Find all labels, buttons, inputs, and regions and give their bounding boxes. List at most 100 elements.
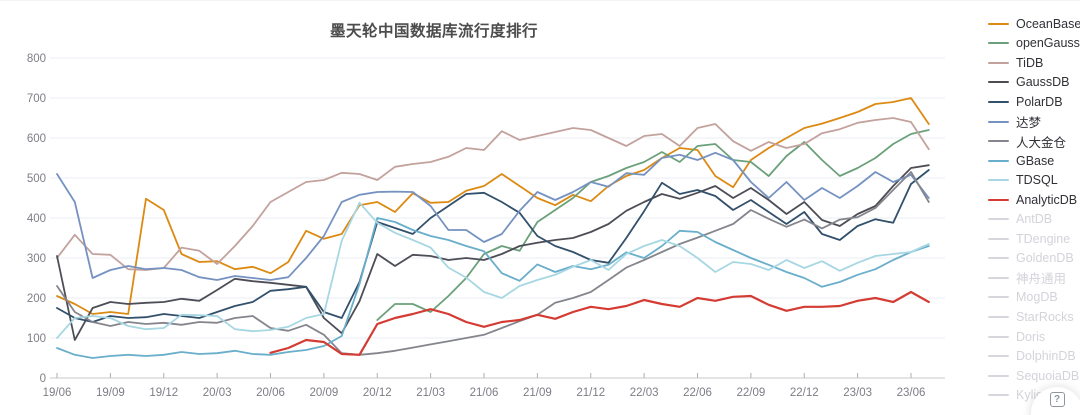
x-tick-label: 21/12 xyxy=(576,387,605,399)
legend-label: MogDB xyxy=(1016,290,1058,305)
legend-item-DolphinDB[interactable]: DolphinDB xyxy=(988,346,1080,366)
legend-item-OceanBase[interactable]: OceanBase xyxy=(988,14,1080,34)
y-tick-label: 500 xyxy=(27,173,46,185)
x-tick-label: 19/06 xyxy=(43,387,72,399)
legend-item-TDSQL[interactable]: TDSQL xyxy=(988,170,1080,190)
legend-item-GBase[interactable]: GBase xyxy=(988,151,1080,171)
series-line-GaussDB xyxy=(56,164,930,341)
legend-line-swatch-icon xyxy=(988,61,1009,64)
chart-legend: OceanBase openGauss TiDB GaussDB PolarDB 达梦人大… xyxy=(988,14,1080,405)
legend-label: Doris xyxy=(1016,329,1046,344)
y-tick-label: 800 xyxy=(27,53,46,65)
legend-item-TDengine[interactable]: TDengine xyxy=(988,229,1080,249)
x-tick-label: 22/06 xyxy=(683,387,712,399)
legend-line-swatch-icon xyxy=(988,179,1009,182)
series-line-达梦 xyxy=(56,151,930,281)
legend-item-TiDB[interactable]: TiDB xyxy=(988,53,1080,73)
legend-label: PolarDB xyxy=(1016,94,1063,109)
legend-line-swatch-icon xyxy=(988,315,1009,318)
x-axis: 19/06 19/09 19/12 20/03 20/06 20/09 20/12 21/03… xyxy=(43,373,945,399)
y-tick-label: 400 xyxy=(27,213,46,225)
legend-line-swatch-icon xyxy=(988,218,1009,221)
x-tick-label: 23/03 xyxy=(843,387,872,399)
x-tick-label: 21/03 xyxy=(416,387,445,399)
x-tick-label: 20/06 xyxy=(256,387,285,399)
legend-label: AntDB xyxy=(1016,212,1053,227)
legend-item-openGauss[interactable]: openGauss xyxy=(988,34,1080,54)
series-line-人大金仓 xyxy=(56,171,930,356)
series-line-AnalyticDB xyxy=(269,290,930,356)
question-icon: ? xyxy=(1049,392,1065,407)
legend-line-swatch-icon xyxy=(988,81,1009,84)
x-tick-label: 19/12 xyxy=(149,387,178,399)
legend-item-达梦[interactable]: 达梦 xyxy=(988,112,1080,132)
legend-label: AnalyticDB xyxy=(1016,192,1078,207)
series-line-openGauss xyxy=(376,129,930,321)
legend-line-swatch-icon xyxy=(988,257,1009,260)
legend-label: GoldenDB xyxy=(1016,251,1074,266)
legend-line-swatch-icon xyxy=(988,198,1009,201)
legend-line-swatch-icon xyxy=(988,276,1009,279)
legend-line-swatch-icon xyxy=(988,296,1009,299)
x-tick-label: 23/06 xyxy=(897,387,926,399)
legend-label: 人大金仓 xyxy=(1016,135,1067,150)
legend-item-StarRocks[interactable]: StarRocks xyxy=(988,307,1080,327)
legend-label: TiDB xyxy=(1016,55,1044,70)
help-button[interactable]: ? xyxy=(1031,387,1080,415)
legend-label: GBase xyxy=(1016,153,1055,168)
popularity-line-chart: 0 100 200 300 400 500 600 700 800 19/06 19/09 19/12… xyxy=(27,53,945,399)
legend-item-SequoiaDB[interactable]: SequoiaDB xyxy=(988,366,1080,386)
series-line-TDSQL xyxy=(56,201,930,339)
legend-line-swatch-icon xyxy=(988,120,1009,123)
legend-line-swatch-icon xyxy=(988,100,1009,103)
chart-title: 墨天轮中国数据库流行度排行 xyxy=(329,23,538,40)
legend-item-Doris[interactable]: Doris xyxy=(988,327,1080,347)
legend-item-神舟通用[interactable]: 神舟通用 xyxy=(988,268,1080,288)
legend-label: 达梦 xyxy=(1016,116,1042,130)
legend-label: DolphinDB xyxy=(1016,349,1076,364)
series-lines xyxy=(56,97,930,359)
legend-line-swatch-icon xyxy=(988,140,1009,143)
legend-item-PolarDB[interactable]: PolarDB xyxy=(988,92,1080,112)
series-line-PolarDB xyxy=(56,169,930,323)
legend-line-swatch-icon xyxy=(988,394,1009,397)
legend-label: TDengine xyxy=(1016,231,1071,246)
legend-label: 神舟通用 xyxy=(1016,272,1067,287)
x-tick-label: 21/06 xyxy=(470,387,499,399)
legend-line-swatch-icon xyxy=(988,374,1009,377)
legend-line-swatch-icon xyxy=(988,335,1009,338)
legend-item-MogDB[interactable]: MogDB xyxy=(988,288,1080,308)
legend-line-swatch-icon xyxy=(988,42,1009,45)
legend-label: OceanBase xyxy=(1016,16,1080,31)
y-tick-label: 100 xyxy=(27,333,46,345)
x-tick-label: 20/09 xyxy=(309,387,338,399)
legend-label: SequoiaDB xyxy=(1016,368,1080,383)
legend-label: StarRocks xyxy=(1016,309,1074,324)
legend-line-swatch-icon xyxy=(988,159,1009,162)
y-tick-label: 200 xyxy=(27,293,46,305)
series-line-GBase xyxy=(56,217,930,359)
legend-item-人大金仓[interactable]: 人大金仓 xyxy=(988,131,1080,151)
y-tick-label: 0 xyxy=(40,373,46,385)
legend-item-GoldenDB[interactable]: GoldenDB xyxy=(988,249,1080,269)
legend-label: openGauss xyxy=(1016,36,1080,51)
y-tick-label: 300 xyxy=(27,253,46,265)
x-tick-label: 22/03 xyxy=(630,387,659,399)
x-tick-label: 22/12 xyxy=(790,387,819,399)
y-tick-label: 600 xyxy=(27,133,46,145)
legend-line-swatch-icon xyxy=(988,237,1009,240)
legend-item-AnalyticDB[interactable]: AnalyticDB xyxy=(988,190,1080,210)
x-tick-label: 20/12 xyxy=(363,387,392,399)
legend-item-GaussDB[interactable]: GaussDB xyxy=(988,73,1080,93)
series-line-OceanBase xyxy=(56,97,930,315)
y-tick-label: 700 xyxy=(27,93,46,105)
x-tick-label: 19/09 xyxy=(96,387,125,399)
series-line-TiDB xyxy=(56,117,930,271)
gridlines: 0 100 200 300 400 500 600 700 800 xyxy=(27,53,945,385)
legend-line-swatch-icon xyxy=(988,355,1009,358)
x-tick-label: 22/09 xyxy=(736,387,765,399)
legend-item-AntDB[interactable]: AntDB xyxy=(988,209,1080,229)
x-tick-label: 21/09 xyxy=(523,387,552,399)
legend-line-swatch-icon xyxy=(988,22,1009,25)
